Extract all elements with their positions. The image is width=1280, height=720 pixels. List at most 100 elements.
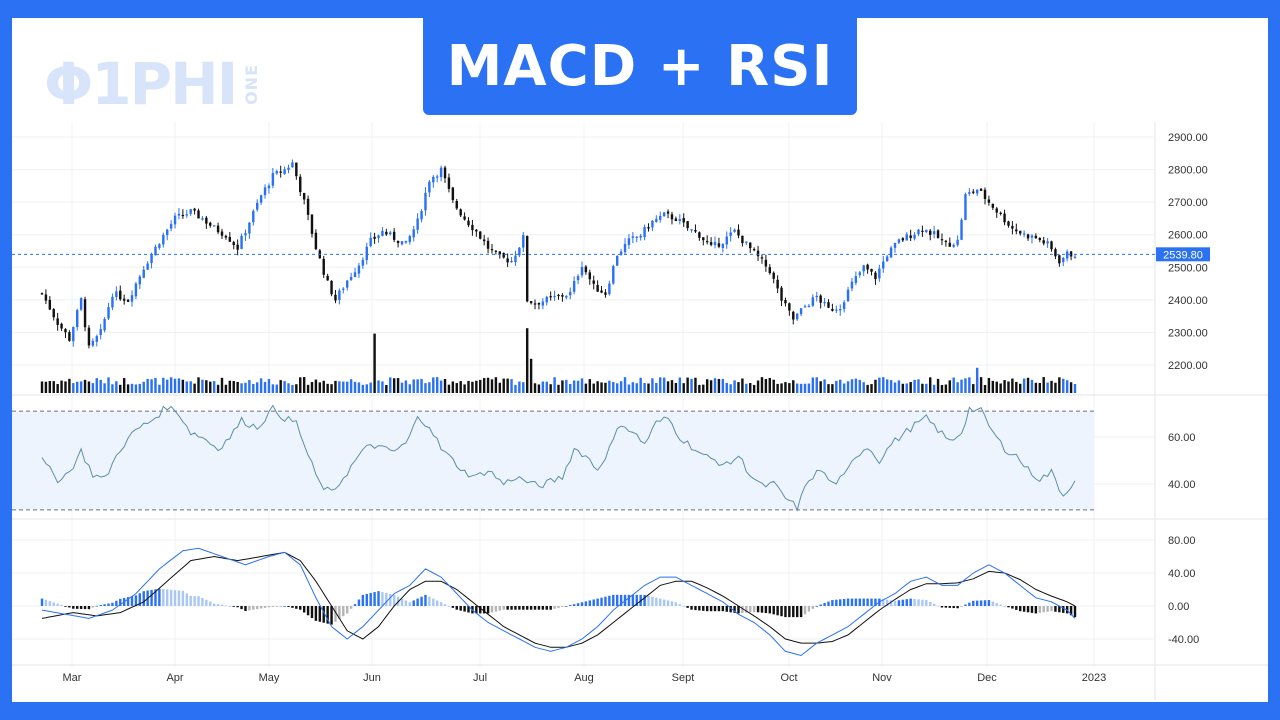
candle-body <box>666 211 670 214</box>
volume-bar <box>443 378 447 393</box>
candle-body <box>193 208 196 211</box>
volume-bar <box>439 380 443 393</box>
macd-hist-bar <box>103 604 106 606</box>
price-tick-label: 2600.00 <box>1168 230 1208 242</box>
candle-body <box>541 301 545 306</box>
macd-hist-bar <box>803 606 807 615</box>
macd-hist-bar <box>52 602 55 606</box>
volume-bar <box>432 377 435 393</box>
candle-body <box>459 209 462 216</box>
candle-body <box>373 236 376 239</box>
candle-body <box>764 259 768 267</box>
volume-bar <box>987 377 991 393</box>
volume-bar <box>263 381 267 393</box>
volume-bar <box>803 383 807 393</box>
volume-bar <box>608 380 611 393</box>
macd-hist-bar <box>936 605 940 607</box>
macd-hist-bar <box>925 600 928 606</box>
candle-body <box>999 212 1002 214</box>
macd-hist-bar <box>518 606 521 610</box>
macd-hist-bar <box>318 606 322 622</box>
volume-bar <box>729 384 732 393</box>
candle-body <box>940 239 944 241</box>
volume-bar <box>185 381 188 393</box>
volume-bar <box>666 381 670 393</box>
candle-body <box>130 295 134 302</box>
macd-hist-bar <box>901 599 905 606</box>
volume-bar <box>878 377 881 393</box>
candle-body <box>236 244 239 250</box>
candle-body <box>52 309 55 318</box>
candle-body <box>917 229 920 235</box>
macd-hist-bar <box>142 591 145 606</box>
volume-bar <box>502 378 505 393</box>
candle-body <box>991 203 995 208</box>
volume-bar <box>52 381 55 393</box>
volume-bar <box>228 380 232 393</box>
candle-body <box>138 276 142 285</box>
volume-bar <box>236 381 239 393</box>
macd-hist-bar <box>784 606 787 618</box>
volume-bar <box>428 382 431 393</box>
volume-bar <box>694 377 697 393</box>
x-tick-label: Jul <box>473 672 487 684</box>
macd-hist-bar <box>212 603 216 606</box>
volume-bar <box>91 383 95 393</box>
candle-body <box>964 194 967 221</box>
candle-body <box>592 280 595 284</box>
volume-bar <box>1054 382 1057 393</box>
macd-hist-bar <box>604 596 607 606</box>
macd-hist-bar <box>275 606 278 607</box>
macd-hist-bar <box>334 606 337 622</box>
macd-hist-bar <box>635 594 638 606</box>
candle-body <box>482 239 486 242</box>
macd-hist-bar <box>158 588 161 606</box>
candle-body <box>553 296 556 298</box>
volume-bar <box>103 383 106 393</box>
volume-bar <box>764 378 768 393</box>
macd-hist-bar <box>295 606 298 609</box>
volume-bar <box>181 379 185 393</box>
volume-bar <box>784 382 787 393</box>
macd-hist-bar <box>983 600 987 606</box>
volume-bar <box>420 378 423 393</box>
macd-hist-bar <box>99 605 102 606</box>
macd-hist-bar <box>502 606 505 610</box>
macd-hist-bar <box>972 600 975 606</box>
macd-hist-bar <box>557 606 560 608</box>
candle-body <box>745 241 748 243</box>
candle-body <box>866 264 869 270</box>
candle-body <box>420 211 423 220</box>
candle-body <box>201 218 204 220</box>
candle-body <box>674 218 678 222</box>
volume-bar <box>596 381 599 393</box>
candle-body <box>64 329 67 333</box>
macd-hist-bar <box>752 606 756 612</box>
candle-body <box>768 267 772 274</box>
macd-hist-bar <box>596 598 599 606</box>
candle-body <box>91 340 95 346</box>
chart-frame <box>12 18 1268 702</box>
volume-bar <box>944 384 948 393</box>
candle-body <box>255 202 259 210</box>
volume-bar <box>369 382 372 393</box>
macd-hist-bar <box>197 596 200 606</box>
x-tick-label: 2023 <box>1082 672 1106 684</box>
macd-hist-bar <box>130 596 134 606</box>
volume-bar <box>874 379 877 393</box>
candle-body <box>48 299 52 310</box>
macd-hist-bar <box>353 604 357 606</box>
volume-bar <box>1046 382 1049 393</box>
volume-bar <box>964 378 967 393</box>
candle-body <box>983 189 987 200</box>
x-tick-label: Nov <box>872 672 892 684</box>
volume-bar <box>623 377 627 393</box>
volume-bar <box>404 380 408 393</box>
candle-body <box>600 290 603 293</box>
candle-body <box>1003 213 1006 223</box>
volume-bar <box>604 382 607 393</box>
macd-hist-bar <box>107 603 110 606</box>
candle-body <box>807 305 811 308</box>
volume-bar <box>936 378 940 393</box>
